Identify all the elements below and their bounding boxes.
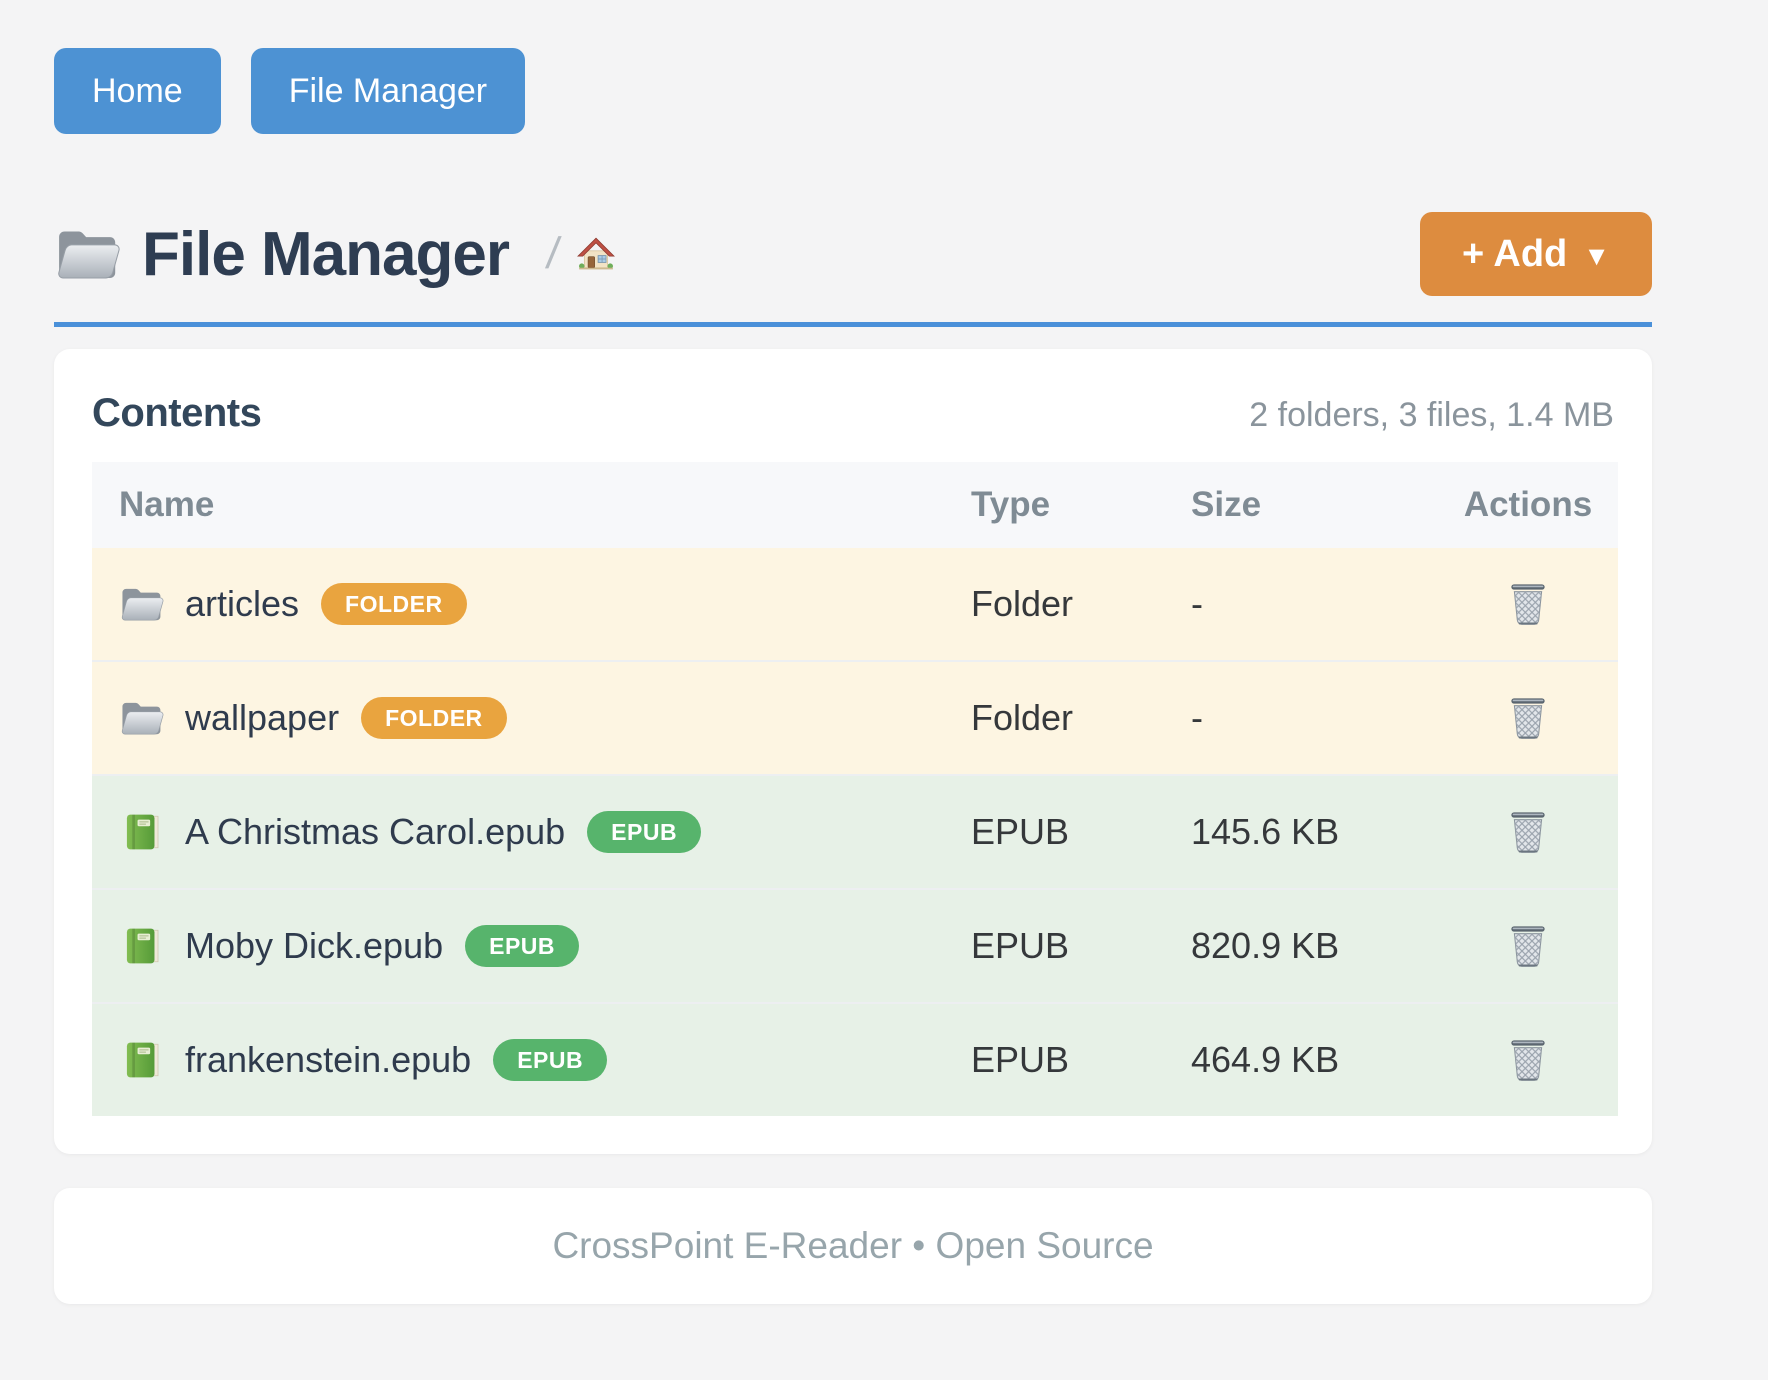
type-badge: FOLDER <box>361 697 507 739</box>
add-button-label: + Add <box>1462 232 1568 275</box>
file-name[interactable]: articles <box>185 583 300 624</box>
type-badge: EPUB <box>587 811 702 853</box>
file-name[interactable]: A Christmas Carol.epub <box>185 811 566 852</box>
table-row[interactable]: frankenstein.epub EPUB EPUB 464.9 KB <box>92 1002 1618 1116</box>
file-size: 145.6 KB <box>1164 774 1438 889</box>
file-type: Folder <box>944 548 1164 661</box>
table-row[interactable]: Moby Dick.epub EPUB EPUB 820.9 KB <box>92 888 1618 1003</box>
wastebasket-icon <box>1505 921 1551 969</box>
column-header-actions: Actions <box>1438 462 1618 548</box>
column-header-type: Type <box>944 462 1164 548</box>
column-header-name: Name <box>92 462 944 548</box>
wastebasket-icon <box>1505 1035 1551 1083</box>
home-button[interactable]: Home <box>54 48 221 134</box>
table-header-row: Name Type Size Actions <box>92 462 1618 548</box>
delete-button[interactable] <box>1499 573 1557 633</box>
green-book-icon <box>119 925 165 967</box>
contents-summary: 2 folders, 3 files, 1.4 MB <box>1249 396 1614 434</box>
file-name[interactable]: frankenstein.epub <box>185 1039 472 1080</box>
footer: CrossPoint E-Reader • Open Source <box>54 1188 1652 1304</box>
table-row[interactable]: A Christmas Carol.epub EPUB EPUB 145.6 K… <box>92 774 1618 889</box>
wastebasket-icon <box>1505 807 1551 855</box>
caret-down-icon: ▼ <box>1583 240 1610 271</box>
column-header-size: Size <box>1164 462 1438 548</box>
folder-icon <box>119 697 165 739</box>
file-type: EPUB <box>944 774 1164 889</box>
green-book-icon <box>119 1039 165 1081</box>
table-row[interactable]: wallpaper FOLDER Folder - <box>92 660 1618 775</box>
breadcrumb-separator: / <box>543 229 563 278</box>
header-divider <box>54 322 1652 327</box>
green-book-icon <box>119 811 165 853</box>
footer-text: CrossPoint E-Reader • Open Source <box>552 1225 1154 1266</box>
file-name[interactable]: Moby Dick.epub <box>185 925 444 966</box>
file-type: EPUB <box>944 1002 1164 1116</box>
breadcrumb: / <box>544 229 615 279</box>
house-icon[interactable] <box>577 236 615 272</box>
folder-icon <box>119 583 165 625</box>
file-size: 820.9 KB <box>1164 888 1438 1003</box>
file-manager-button[interactable]: File Manager <box>250 48 526 134</box>
table-row[interactable]: articles FOLDER Folder - <box>92 548 1618 661</box>
add-button[interactable]: + Add ▼ <box>1420 212 1652 296</box>
delete-button[interactable] <box>1499 801 1557 861</box>
file-size: - <box>1164 548 1438 661</box>
page-header: File Manager / + Add ▼ <box>54 212 1652 296</box>
contents-card-header: Contents 2 folders, 3 files, 1.4 MB <box>92 391 1614 436</box>
type-badge: FOLDER <box>321 583 467 625</box>
file-size: - <box>1164 660 1438 775</box>
type-badge: EPUB <box>493 1039 608 1081</box>
wastebasket-icon <box>1505 693 1551 741</box>
delete-button[interactable] <box>1499 687 1557 747</box>
wastebasket-icon <box>1505 579 1551 627</box>
delete-button[interactable] <box>1499 1029 1557 1089</box>
file-type: EPUB <box>944 888 1164 1003</box>
contents-heading: Contents <box>92 391 262 435</box>
file-size: 464.9 KB <box>1164 1002 1438 1116</box>
delete-button[interactable] <box>1499 915 1557 975</box>
file-name[interactable]: wallpaper <box>185 697 340 738</box>
type-badge: EPUB <box>465 925 580 967</box>
top-nav: Home File Manager <box>54 48 1652 134</box>
folder-icon <box>54 224 122 284</box>
page: Home File Manager File Manager / + Add ▼… <box>54 48 1652 1304</box>
page-title: File Manager <box>142 219 510 289</box>
file-table: Name Type Size Actions articles FOLDER F… <box>92 462 1618 1116</box>
title-wrap: File Manager / <box>54 219 615 290</box>
contents-card: Contents 2 folders, 3 files, 1.4 MB Name… <box>54 349 1652 1154</box>
file-type: Folder <box>944 660 1164 775</box>
